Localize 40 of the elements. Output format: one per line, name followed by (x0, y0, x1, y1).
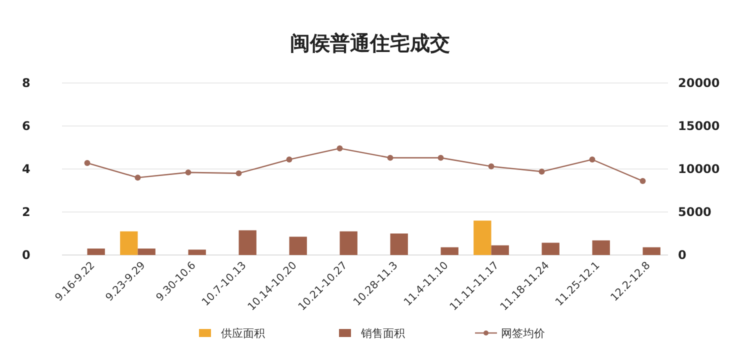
point (589, 156, 596, 163)
point (84, 160, 90, 166)
bar (289, 236, 307, 255)
bar (188, 250, 206, 255)
y-tick-label: 0 (22, 248, 30, 262)
y2-tick-label: 20000 (678, 76, 720, 90)
bar (474, 220, 492, 255)
chart-title: 闽侯普通住宅成交 (290, 31, 450, 55)
bar (390, 234, 408, 255)
point (185, 169, 192, 176)
point (336, 145, 343, 152)
bar (120, 231, 138, 255)
point (387, 154, 394, 161)
bar (542, 242, 560, 255)
point (488, 163, 494, 170)
y-tick-label: 2 (22, 204, 30, 219)
y2-tick-label: 10000 (678, 162, 720, 176)
bar (340, 231, 358, 255)
legend-label: 网签均价 (501, 327, 545, 340)
bar (87, 248, 105, 255)
point (286, 156, 292, 163)
point (134, 174, 141, 181)
bar (642, 247, 660, 255)
bar (592, 240, 610, 255)
y2-tick-label: 0 (678, 248, 686, 262)
bar (138, 248, 156, 255)
y2-tick-label: 15000 (678, 118, 720, 133)
y2-tick-label: 5000 (678, 204, 712, 219)
bar (238, 230, 256, 255)
y-tick-label: 4 (22, 162, 30, 176)
point (438, 154, 444, 161)
y-tick-label: 6 (22, 118, 30, 133)
point (640, 178, 646, 184)
point (236, 170, 242, 176)
bar (440, 247, 458, 255)
bar (491, 245, 509, 255)
y-tick-label: 8 (22, 76, 30, 90)
legend-label: 销售面积 (360, 327, 405, 340)
legend-label: 供应面积 (221, 327, 265, 340)
point (538, 168, 545, 175)
